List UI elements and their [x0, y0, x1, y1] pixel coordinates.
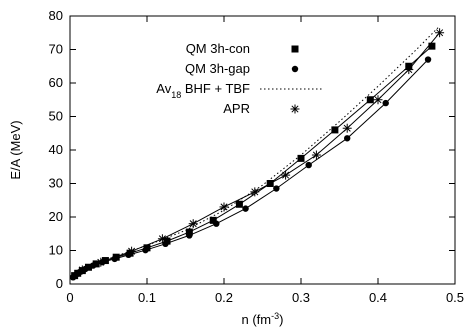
data-point [382, 99, 389, 107]
data-point [331, 126, 339, 134]
data-point [235, 200, 243, 208]
plot-frame [69, 15, 456, 285]
y-tick-label: 20 [49, 209, 63, 224]
data-point [311, 150, 321, 160]
series [77, 25, 440, 274]
x-tick-label: 0 [66, 290, 73, 305]
series [77, 28, 445, 275]
data-point [344, 135, 351, 142]
data-point [77, 265, 87, 275]
data-point [250, 187, 260, 197]
series-line [72, 59, 429, 278]
data-point [157, 234, 167, 244]
data-point [424, 56, 432, 63]
axis-ticks: 0 0.1 0.2 0.3 0.4 0.5 0 10 20 30 40 50 60 70 80 [49, 8, 465, 305]
data-point [273, 185, 280, 192]
data-point [185, 228, 193, 236]
data-point [305, 161, 312, 169]
data-point [219, 202, 229, 212]
legend-label: APR [223, 101, 250, 116]
y-tick-label: 70 [49, 42, 63, 57]
data-point [213, 220, 220, 227]
x-axis-title-exponent: -3 [271, 311, 279, 321]
y-tick-label: 60 [49, 75, 63, 90]
data-point [127, 246, 137, 256]
data-point [281, 170, 291, 180]
data-point [435, 28, 445, 38]
x-tick-label: 0.2 [215, 290, 233, 305]
legend-label: Av18 BHF + TBF [156, 81, 250, 100]
data-point [404, 65, 414, 75]
x-tick-label: 0.5 [446, 290, 464, 305]
data-point [188, 219, 198, 229]
x-tick-label: 0.4 [369, 290, 387, 305]
legend-label: QM 3h-con [186, 41, 250, 56]
x-axis-title: n (fm-3) [242, 311, 284, 327]
series [69, 56, 432, 281]
series [71, 42, 436, 280]
data-point [209, 216, 217, 224]
data-point [342, 123, 352, 133]
data-point [186, 232, 193, 239]
y-axis-title: E/A (MeV) [8, 120, 23, 179]
legend-label: QM 3h-gap [185, 61, 250, 76]
legend-marker [291, 65, 299, 73]
series-layer [69, 25, 445, 281]
data-point [366, 96, 374, 104]
data-point [162, 240, 169, 247]
legend-marker [291, 45, 299, 53]
y-tick-label: 0 [56, 276, 63, 291]
y-tick-label: 50 [49, 109, 63, 124]
x-tick-label: 0.3 [292, 290, 310, 305]
y-tick-label: 10 [49, 243, 63, 258]
legend-marker [290, 104, 300, 114]
data-point [242, 205, 249, 212]
y-tick-label: 80 [49, 8, 63, 23]
series-line [82, 32, 440, 271]
x-axis-title-main: n (fm [242, 312, 272, 327]
data-point [142, 246, 149, 254]
x-axis-title-end: ) [279, 312, 283, 327]
data-point [373, 95, 383, 105]
series-line [77, 25, 440, 274]
x-tick-label: 0.1 [138, 290, 156, 305]
y-tick-label: 40 [49, 142, 63, 157]
y-tick-label: 30 [49, 176, 63, 191]
data-point [428, 42, 436, 50]
data-point [297, 154, 305, 162]
data-point [111, 255, 118, 263]
series-line [74, 45, 433, 277]
data-point [96, 257, 106, 267]
